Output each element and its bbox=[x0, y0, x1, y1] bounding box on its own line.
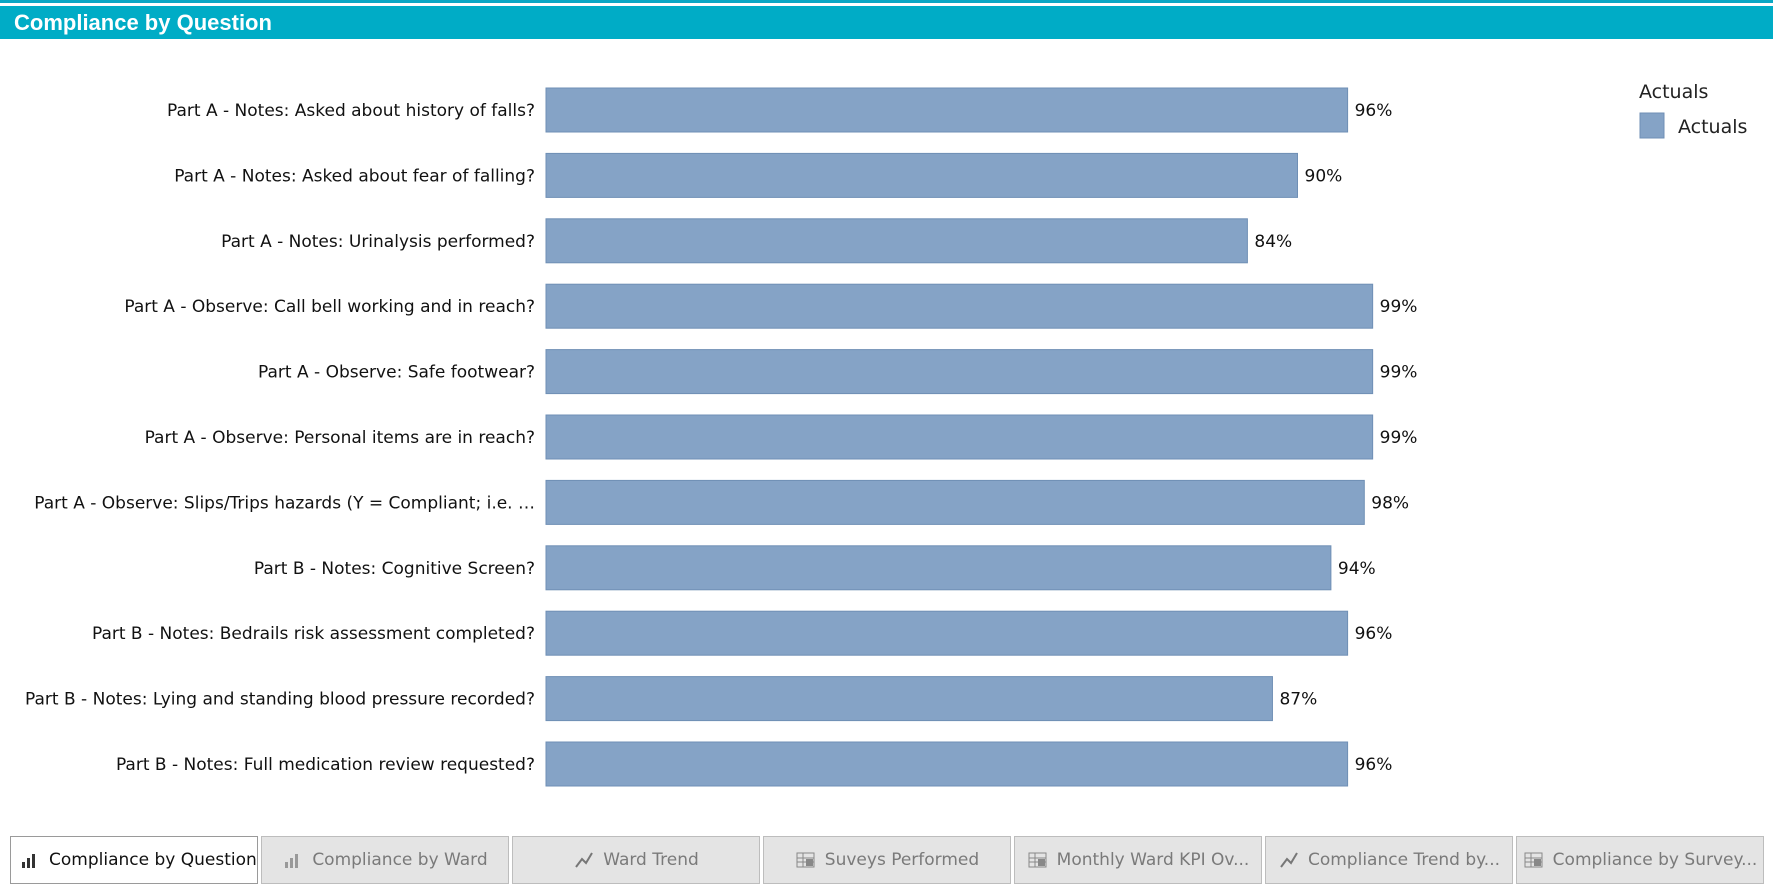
legend-title: Actuals bbox=[1639, 81, 1708, 103]
tab-4-label: Monthly Ward KPI Ov... bbox=[1056, 850, 1250, 870]
tab-1[interactable]: Compliance by Ward bbox=[261, 836, 509, 884]
category-label-5: Part A - Observe: Personal items are in … bbox=[145, 428, 535, 448]
category-label-1: Part A - Notes: Asked about fear of fall… bbox=[174, 166, 535, 186]
bar-0[interactable] bbox=[545, 87, 1349, 133]
tab-6-label: Compliance by Survey... bbox=[1552, 850, 1758, 870]
bar-chart-icon bbox=[282, 851, 304, 869]
bar-7[interactable] bbox=[545, 545, 1332, 591]
category-label-6: Part A - Observe: Slips/Trips hazards (Y… bbox=[34, 493, 535, 513]
bar-chart-icon bbox=[19, 851, 41, 869]
page-title: Compliance by Question bbox=[0, 6, 1773, 39]
tab-2[interactable]: Ward Trend bbox=[512, 836, 760, 884]
tab-5-label: Compliance Trend by... bbox=[1307, 850, 1501, 870]
bar-chart: Part A - Notes: Asked about history of f… bbox=[25, 81, 1747, 787]
value-label-5: 99% bbox=[1380, 428, 1418, 448]
category-label-4: Part A - Observe: Safe footwear? bbox=[258, 363, 535, 383]
report-tab-strip: Compliance by Question Compliance by War… bbox=[10, 836, 1773, 884]
tab-2-label: Ward Trend bbox=[603, 850, 699, 870]
category-label-8: Part B - Notes: Bedrails risk assessment… bbox=[92, 624, 535, 644]
legend-entry: Actuals bbox=[1678, 116, 1747, 138]
value-label-7: 94% bbox=[1338, 559, 1376, 579]
value-label-3: 99% bbox=[1380, 297, 1418, 317]
table-icon bbox=[1523, 851, 1545, 869]
table-icon bbox=[1027, 851, 1049, 869]
category-label-3: Part A - Observe: Call bell working and … bbox=[124, 297, 535, 317]
tab-3-label: Suveys Performed bbox=[824, 850, 980, 870]
line-chart-icon bbox=[573, 851, 595, 869]
bar-4[interactable] bbox=[545, 349, 1374, 395]
table-icon bbox=[795, 851, 817, 869]
tab-6[interactable]: Compliance by Survey... bbox=[1516, 836, 1764, 884]
line-chart-icon bbox=[1278, 851, 1300, 869]
category-label-2: Part A - Notes: Urinalysis performed? bbox=[221, 232, 535, 252]
category-label-0: Part A - Notes: Asked about history of f… bbox=[167, 101, 535, 121]
bar-5[interactable] bbox=[545, 414, 1374, 460]
category-label-10: Part B - Notes: Full medication review r… bbox=[116, 755, 535, 775]
tab-4[interactable]: Monthly Ward KPI Ov... bbox=[1014, 836, 1262, 884]
legend-swatch bbox=[1639, 112, 1665, 139]
bar-8[interactable] bbox=[545, 610, 1349, 656]
category-label-9: Part B - Notes: Lying and standing blood… bbox=[25, 690, 535, 710]
value-label-10: 96% bbox=[1355, 755, 1393, 775]
bar-3[interactable] bbox=[545, 283, 1374, 329]
bar-9[interactable] bbox=[545, 676, 1273, 722]
header-top-line bbox=[0, 0, 1773, 3]
bar-6[interactable] bbox=[545, 479, 1365, 525]
tab-3[interactable]: Suveys Performed bbox=[763, 836, 1011, 884]
tab-1-label: Compliance by Ward bbox=[312, 850, 488, 870]
bar-1[interactable] bbox=[545, 152, 1298, 198]
category-label-7: Part B - Notes: Cognitive Screen? bbox=[254, 559, 535, 579]
tab-5[interactable]: Compliance Trend by... bbox=[1265, 836, 1513, 884]
value-label-6: 98% bbox=[1371, 493, 1409, 513]
bar-2[interactable] bbox=[545, 218, 1248, 264]
tab-0[interactable]: Compliance by Question bbox=[10, 836, 258, 884]
value-label-2: 84% bbox=[1254, 232, 1292, 252]
value-label-9: 87% bbox=[1279, 690, 1317, 710]
tab-0-label: Compliance by Question bbox=[49, 850, 257, 870]
value-label-0: 96% bbox=[1355, 101, 1393, 121]
value-label-8: 96% bbox=[1355, 624, 1393, 644]
bar-10[interactable] bbox=[545, 741, 1349, 787]
value-label-1: 90% bbox=[1305, 166, 1343, 186]
value-label-4: 99% bbox=[1380, 363, 1418, 383]
